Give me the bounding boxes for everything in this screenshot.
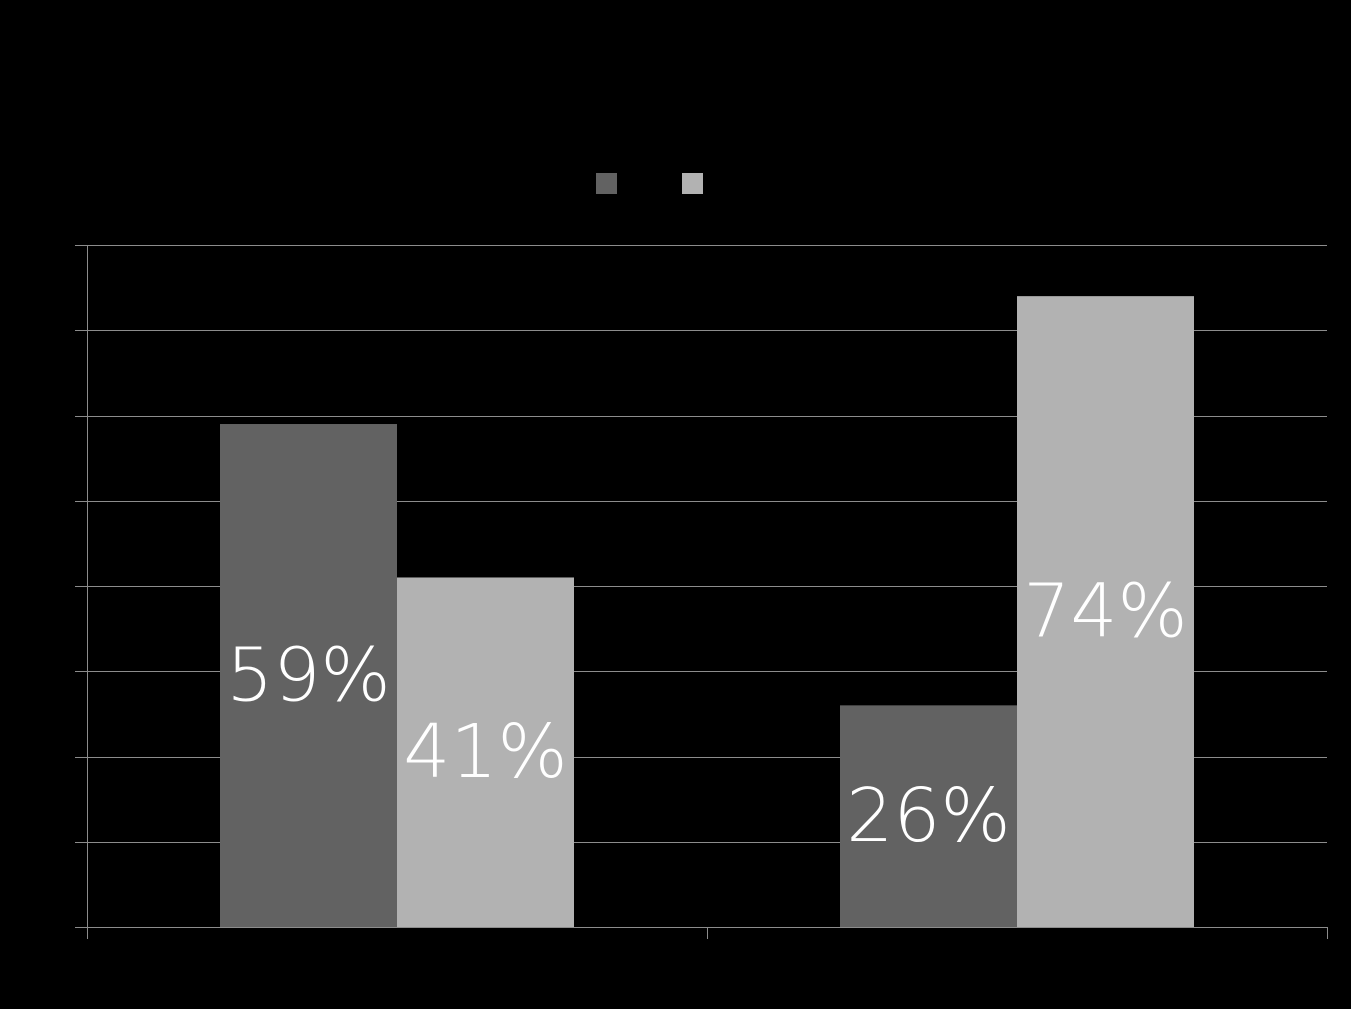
data-label: 41% bbox=[403, 709, 567, 795]
bar-series-2-cat-1 bbox=[397, 577, 574, 927]
bar-series-2-cat-2 bbox=[1017, 296, 1194, 927]
data-label: 26% bbox=[846, 773, 1010, 859]
legend-swatch-series-2 bbox=[682, 173, 703, 194]
bar-series-1-cat-2 bbox=[840, 705, 1017, 927]
legend-swatch-series-1 bbox=[596, 173, 617, 194]
data-label: 59% bbox=[226, 633, 390, 719]
data-label: 74% bbox=[1023, 569, 1187, 655]
bar-series-1-cat-1 bbox=[220, 424, 397, 927]
